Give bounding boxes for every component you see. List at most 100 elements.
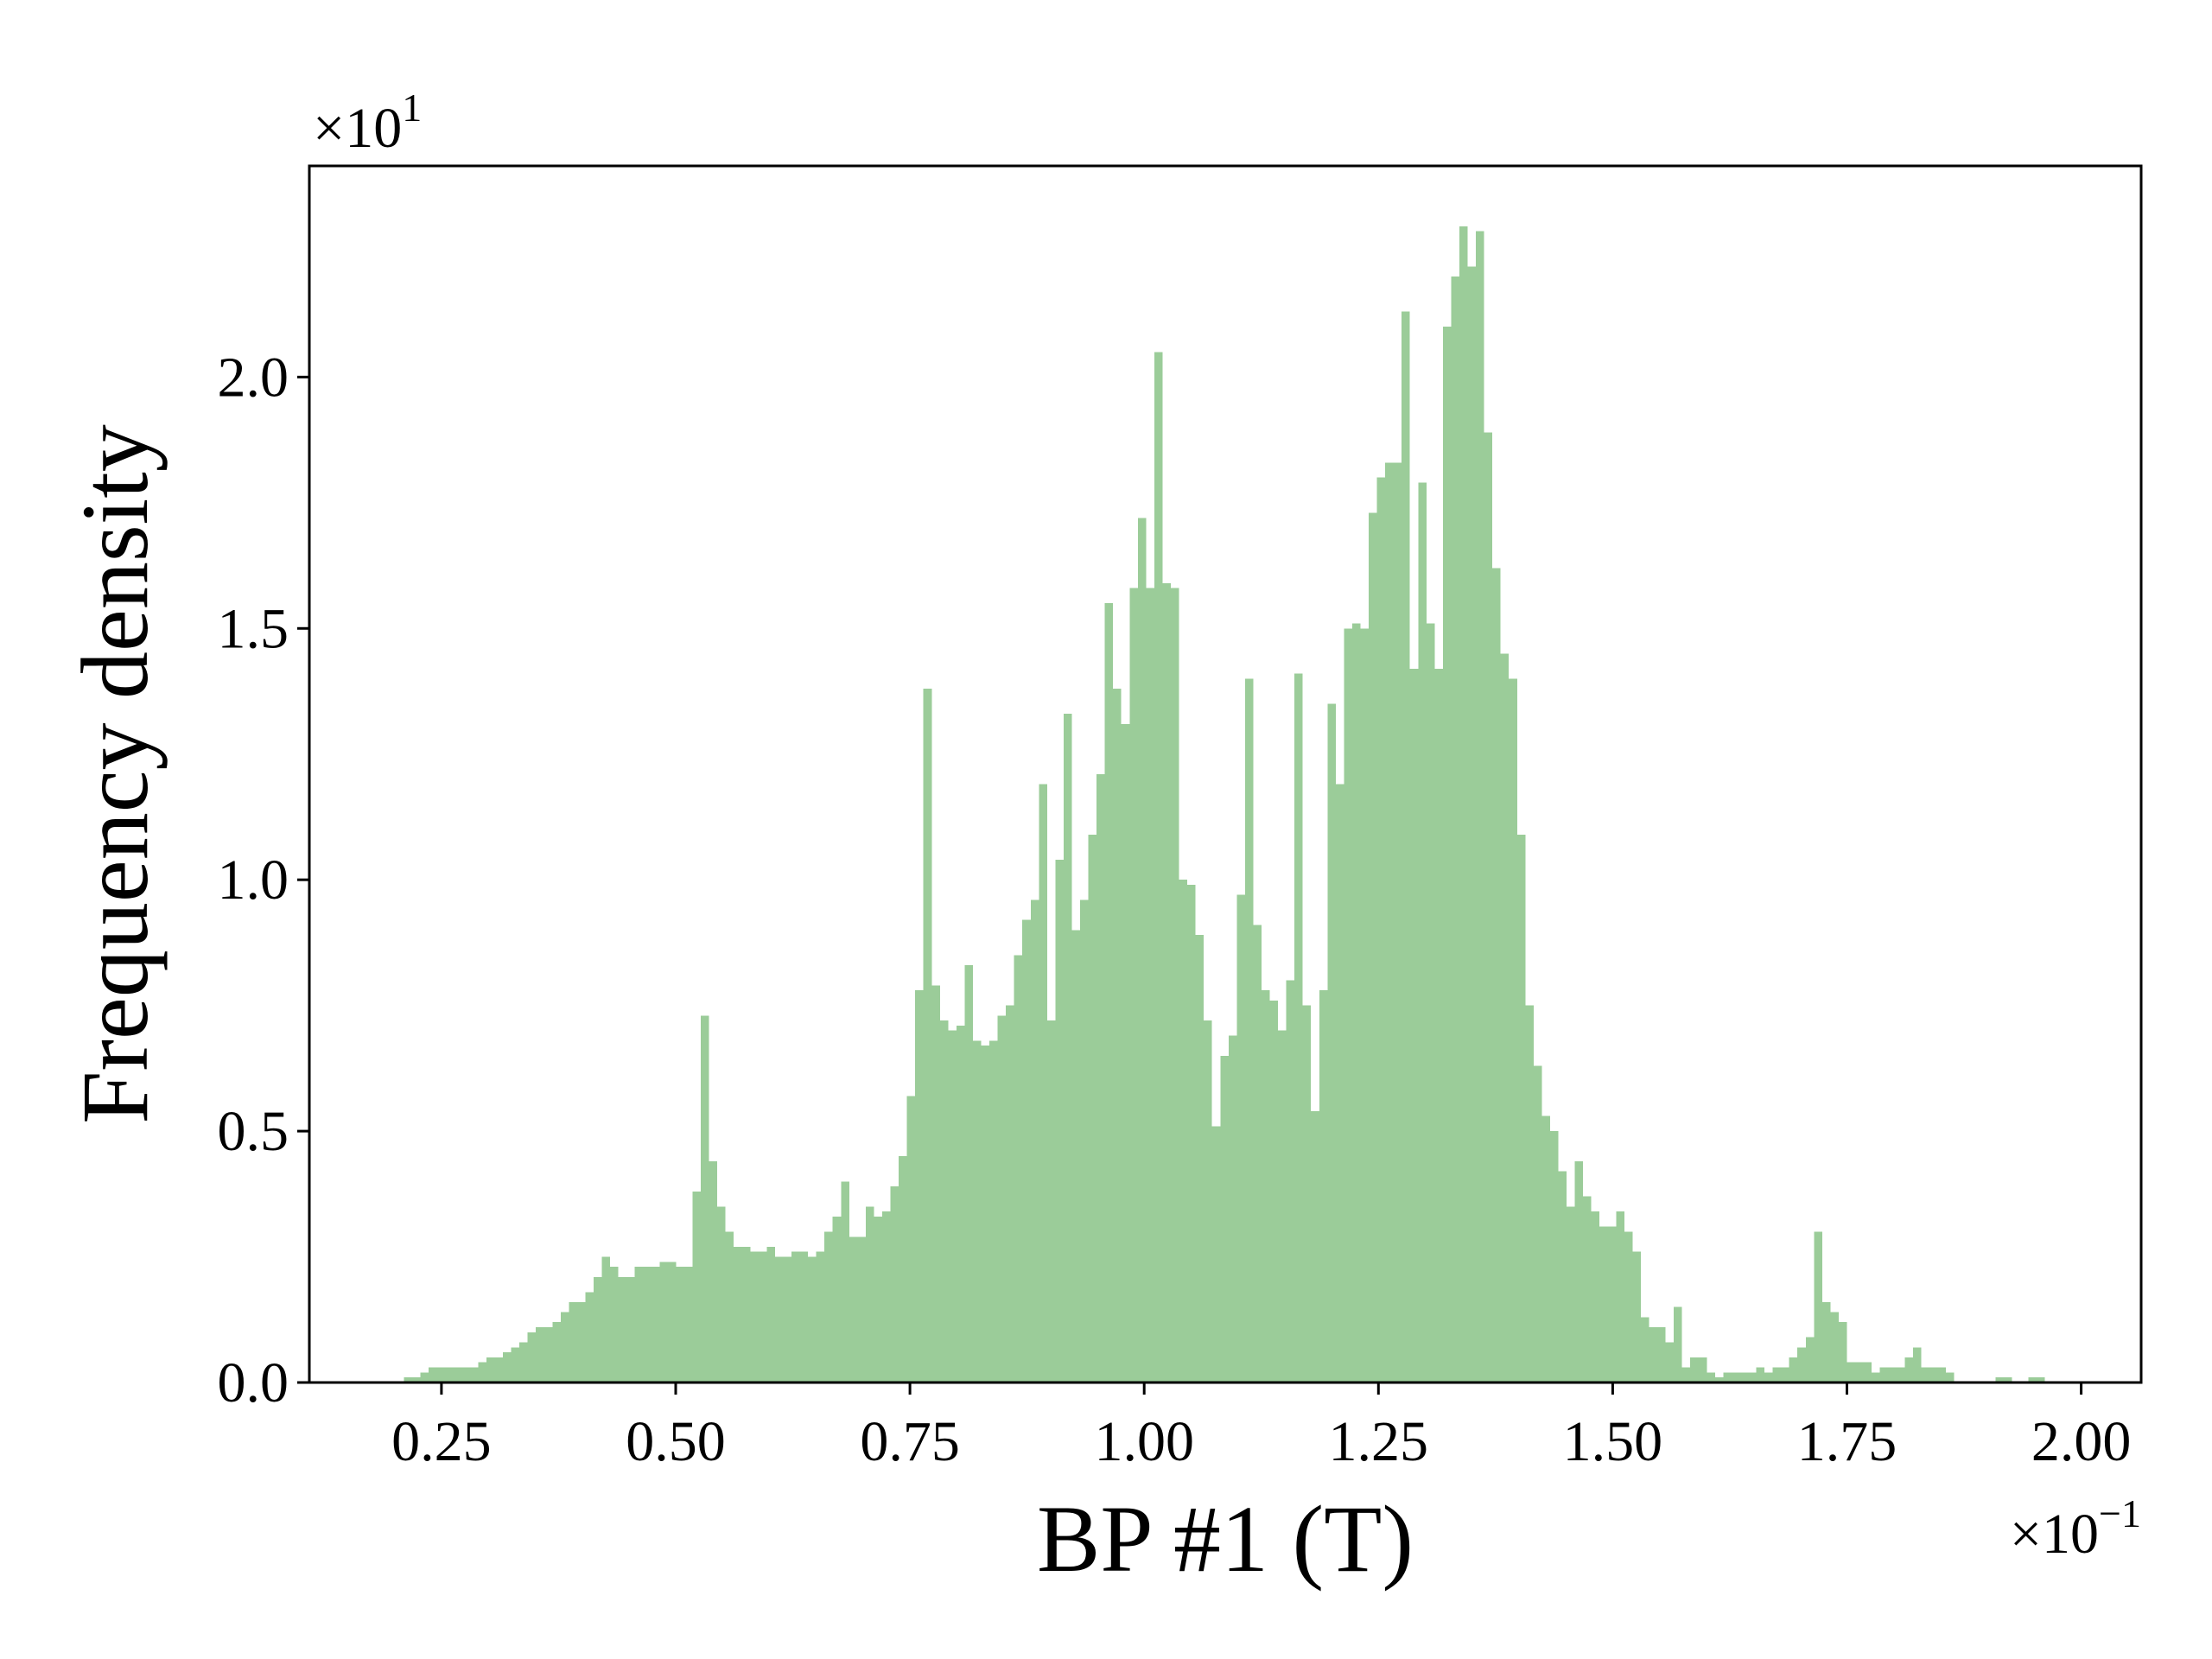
bar — [1492, 568, 1501, 1382]
bar — [1244, 678, 1254, 1382]
bar — [939, 1020, 949, 1382]
bar — [569, 1301, 577, 1382]
bar — [1574, 1161, 1584, 1382]
bar — [1360, 628, 1370, 1382]
bar — [1863, 1362, 1872, 1382]
bar — [1533, 1065, 1542, 1382]
bar — [750, 1251, 759, 1382]
bar — [1764, 1372, 1773, 1382]
bar — [469, 1367, 479, 1382]
bar — [486, 1357, 495, 1382]
bar — [709, 1161, 718, 1382]
bar — [906, 1096, 916, 1382]
x-tick-label: 2.00 — [2031, 1410, 2132, 1473]
bar — [1525, 1005, 1534, 1382]
bar — [1335, 784, 1344, 1382]
bar — [1104, 603, 1114, 1382]
bar — [1838, 1322, 1847, 1382]
bar — [1756, 1367, 1765, 1382]
bar — [1121, 723, 1130, 1382]
bar — [717, 1206, 726, 1382]
bar — [453, 1367, 462, 1382]
x-tick-label: 0.75 — [860, 1410, 960, 1473]
bar — [1789, 1357, 1798, 1382]
bar — [1567, 1206, 1575, 1382]
bar — [1896, 1367, 1905, 1382]
bar — [560, 1312, 569, 1382]
bar — [634, 1267, 644, 1382]
bar — [676, 1267, 684, 1382]
bar — [1714, 1377, 1724, 1382]
bar — [981, 1046, 990, 1382]
bar — [1872, 1372, 1880, 1382]
bar — [445, 1367, 454, 1382]
bar — [816, 1251, 825, 1382]
offset-base: ×10 — [2010, 1503, 2099, 1566]
bar — [1409, 668, 1419, 1382]
bar — [2036, 1377, 2045, 1382]
bar — [1707, 1372, 1715, 1382]
bar — [1739, 1372, 1748, 1382]
bar — [766, 1246, 775, 1382]
bar — [1632, 1251, 1641, 1382]
bar — [420, 1372, 429, 1382]
bar — [494, 1357, 504, 1382]
bar — [1113, 689, 1122, 1382]
bar — [643, 1267, 652, 1382]
bar — [536, 1327, 544, 1382]
bar — [1607, 1226, 1617, 1382]
bar — [1616, 1211, 1624, 1382]
bars — [404, 226, 2045, 1383]
bar — [1063, 714, 1072, 1382]
bar — [1220, 1055, 1229, 1382]
bar — [2028, 1377, 2037, 1382]
bar — [1344, 628, 1352, 1382]
bar — [1261, 990, 1270, 1382]
bar — [1376, 477, 1386, 1382]
bar — [997, 1015, 1007, 1382]
bar — [701, 1015, 709, 1382]
bar — [931, 985, 940, 1382]
bar — [429, 1367, 437, 1382]
bar — [1269, 1000, 1279, 1382]
bar — [1195, 935, 1205, 1382]
bar — [1071, 930, 1081, 1382]
bar — [618, 1276, 627, 1382]
offset-exponent: 1 — [402, 86, 422, 130]
bar — [2003, 1377, 2012, 1382]
bar — [1096, 774, 1105, 1382]
bar — [1179, 880, 1188, 1382]
bar — [1146, 588, 1154, 1382]
y-tick-label: 1.0 — [218, 849, 289, 912]
bar — [1204, 1020, 1212, 1382]
bar — [1080, 899, 1089, 1382]
bar — [857, 1236, 866, 1382]
bar — [1847, 1362, 1856, 1382]
bar — [683, 1267, 693, 1382]
bar — [1228, 1035, 1237, 1382]
bar — [1599, 1226, 1608, 1382]
bar — [899, 1156, 907, 1382]
bar — [1591, 1211, 1600, 1382]
bar — [412, 1377, 421, 1382]
bar — [659, 1262, 668, 1382]
bar — [741, 1246, 751, 1382]
bar — [1583, 1196, 1592, 1382]
x-tick-label: 0.25 — [391, 1410, 492, 1473]
bar — [1888, 1367, 1897, 1382]
bar — [1541, 1116, 1550, 1382]
bar — [1187, 885, 1196, 1382]
bar — [1814, 1231, 1822, 1382]
bar — [989, 1040, 998, 1382]
bar — [1022, 919, 1031, 1382]
bar — [478, 1362, 486, 1382]
bar — [1393, 462, 1402, 1382]
bar — [1624, 1231, 1633, 1382]
bar — [1402, 311, 1410, 1382]
bar — [519, 1342, 528, 1382]
bar — [1278, 1030, 1287, 1382]
bar — [972, 1040, 982, 1382]
x-offset-text: ×10−1 — [2010, 1491, 2141, 1566]
bar — [461, 1367, 470, 1382]
bar — [874, 1217, 883, 1382]
